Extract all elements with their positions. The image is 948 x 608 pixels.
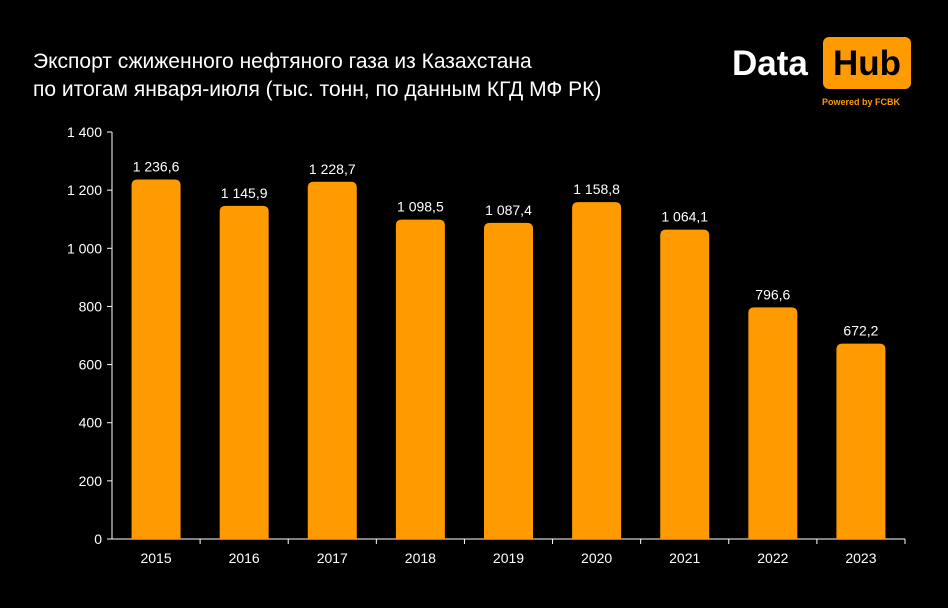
- logo-tagline: Powered by FCBK: [822, 97, 901, 107]
- data-label: 1 064,1: [661, 209, 708, 225]
- y-tick-label: 0: [94, 531, 102, 547]
- bar-2018: [395, 219, 445, 539]
- y-tick-label: 1 400: [67, 124, 102, 140]
- x-tick-label: 2022: [757, 550, 788, 566]
- bar-2020: [572, 202, 622, 539]
- data-label: 1 158,8: [573, 181, 620, 197]
- y-tick-label: 200: [79, 473, 103, 489]
- data-label: 672,2: [843, 323, 878, 339]
- chart-title-line-1: Экспорт сжиженного нефтяного газа из Каз…: [33, 50, 532, 73]
- data-label: 1 228,7: [309, 161, 356, 177]
- logo-hub-box: Hub: [823, 37, 911, 89]
- bar-2016: [219, 205, 269, 540]
- x-tick-label: 2021: [669, 550, 700, 566]
- y-tick-label: 1 200: [67, 182, 102, 198]
- y-tick-label: 400: [79, 415, 103, 431]
- x-tick-label: 2017: [317, 550, 348, 566]
- logo-word-data: Data: [732, 44, 808, 83]
- data-label: 1 145,9: [221, 185, 268, 201]
- x-tick-label: 2016: [229, 550, 260, 566]
- data-label: 1 087,4: [485, 202, 532, 218]
- bar-2017: [307, 181, 357, 539]
- bar-2023: [836, 343, 886, 539]
- x-tick-label: 2018: [405, 550, 436, 566]
- data-label: 796,6: [755, 286, 790, 302]
- data-label: 1 236,6: [133, 159, 180, 175]
- datahub-logo: Data Hub Powered by FCBK: [728, 36, 918, 112]
- chart-title-line-2: по итогам января-июля (тыс. тонн, по дан…: [33, 78, 602, 101]
- x-tick-label: 2020: [581, 550, 612, 566]
- x-tick-label: 2023: [845, 550, 876, 566]
- bar-2015: [131, 179, 181, 539]
- y-tick-label: 800: [79, 298, 103, 314]
- x-tick-label: 2015: [140, 550, 171, 566]
- data-label: 1 098,5: [397, 199, 444, 215]
- bar-2019: [484, 222, 533, 539]
- y-tick-label: 600: [79, 357, 103, 373]
- y-tick-label: 1 000: [67, 240, 102, 256]
- bar-2022: [748, 307, 798, 539]
- logo-word-hub: Hub: [832, 44, 902, 83]
- bar-2021: [660, 229, 710, 539]
- chart-title: Экспорт сжиженного нефтяного газа из Каз…: [33, 48, 713, 104]
- x-tick-label: 2019: [493, 550, 524, 566]
